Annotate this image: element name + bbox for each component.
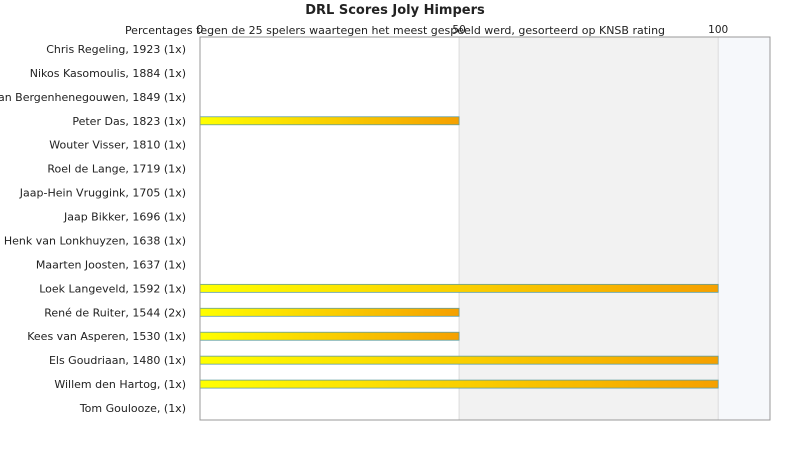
category-label-15: Tom Goulooze, (1x): [79, 402, 186, 415]
x-tick-label-100: 100: [708, 24, 728, 36]
category-label-2: van Bergenhenegouwen, 1849 (1x): [0, 91, 186, 104]
bar-3: [199, 116, 460, 126]
category-label-7: Jaap Bikker, 1696 (1x): [63, 211, 186, 224]
bar-14: [199, 379, 719, 389]
category-label-12: Kees van Asperen, 1530 (1x): [27, 330, 186, 343]
category-labels: Chris Regeling, 1923 (1x) Nikos Kasomouli…: [0, 43, 186, 415]
category-label-14: Willem den Hartog, (1x): [54, 378, 186, 391]
bar-10: [199, 283, 719, 293]
category-label-8: Henk van Lonkhuyzen, 1638 (1x): [4, 234, 186, 247]
chart-title: DRL Scores Joly Himpers: [305, 3, 485, 18]
category-label-5: Roel de Lange, 1719 (1x): [47, 163, 186, 176]
category-label-10: Loek Langeveld, 1592 (1x): [39, 282, 186, 295]
bar-11: [199, 307, 460, 317]
background-band-1: [718, 37, 770, 420]
axes: [199, 36, 771, 421]
category-label-3: Peter Das, 1823 (1x): [72, 115, 186, 128]
bar-13: [199, 355, 719, 365]
category-label-13: Els Goudriaan, 1480 (1x): [49, 354, 186, 367]
category-label-6: Jaap-Hein Vruggink, 1705 (1x): [19, 187, 186, 200]
x-tick-label-0: 0: [197, 24, 204, 36]
plot-frame: [199, 36, 771, 421]
x-tick-label-50: 50: [452, 24, 465, 36]
category-label-9: Maarten Joosten, 1637 (1x): [36, 258, 186, 271]
category-label-4: Wouter Visser, 1810 (1x): [49, 139, 186, 152]
category-label-1: Nikos Kasomoulis, 1884 (1x): [30, 67, 186, 80]
x-tick-labels: 0 50 100: [197, 24, 729, 36]
category-label-0: Chris Regeling, 1923 (1x): [46, 43, 186, 56]
bar-12: [199, 331, 460, 341]
category-label-11: René de Ruiter, 1544 (2x): [44, 306, 186, 319]
chart-subtitle: Percentages tegen de 25 spelers waartege…: [124, 24, 666, 37]
